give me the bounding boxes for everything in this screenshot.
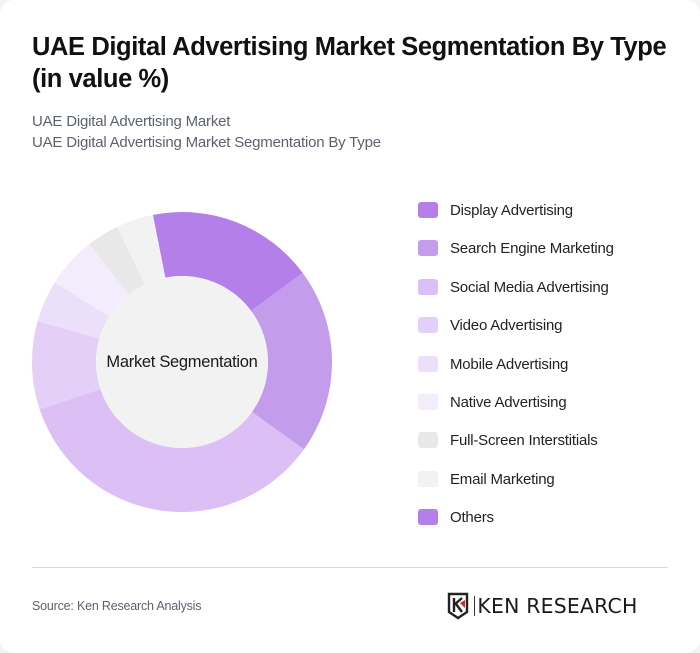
- legend-label: Mobile Advertising: [450, 355, 569, 373]
- legend-item[interactable]: Display Advertising: [418, 199, 573, 221]
- legend-label: Email Marketing: [450, 470, 555, 488]
- legend-item[interactable]: Native Advertising: [418, 391, 567, 413]
- ken-research-emblem-icon: [447, 592, 469, 620]
- legend-label: Search Engine Marketing: [450, 239, 614, 257]
- page-title: UAE Digital Advertising Market Segmentat…: [32, 33, 667, 93]
- legend-label: Video Advertising: [450, 316, 563, 334]
- donut-segment[interactable]: [117, 214, 166, 285]
- donut-segment[interactable]: [152, 212, 303, 311]
- logo-separator: [474, 596, 475, 616]
- legend-swatch: [418, 317, 438, 333]
- donut-chart: Market Segmentation: [32, 212, 332, 512]
- legend-swatch: [418, 394, 438, 410]
- ken-research-logo: KEN RESEARCH: [447, 592, 638, 620]
- subtitle-segmentation: UAE Digital Advertising Market Segmentat…: [32, 134, 381, 151]
- legend-item[interactable]: Full-Screen Interstitials: [418, 429, 598, 451]
- source-note: Source: Ken Research Analysis: [32, 599, 202, 613]
- legend-swatch: [418, 509, 438, 525]
- legend-label: Full-Screen Interstitials: [450, 431, 598, 449]
- legend-label: Others: [450, 508, 494, 526]
- legend-item[interactable]: Email Marketing: [418, 468, 555, 490]
- footer-divider: [32, 567, 668, 568]
- legend-swatch: [418, 279, 438, 295]
- legend-swatch: [418, 240, 438, 256]
- legend-item[interactable]: Others: [418, 506, 494, 528]
- donut-segment[interactable]: [32, 321, 101, 410]
- legend-label: Display Advertising: [450, 201, 573, 219]
- legend-item[interactable]: Video Advertising: [418, 314, 562, 336]
- donut-center-label: Market Segmentation: [106, 352, 258, 371]
- legend-swatch: [418, 202, 438, 218]
- donut-center: [96, 276, 268, 448]
- legend-swatch: [418, 356, 438, 372]
- donut-segment[interactable]: [37, 282, 110, 339]
- donut-segment[interactable]: [54, 244, 129, 317]
- donut-svg: [32, 212, 332, 512]
- legend-item[interactable]: Social Media Advertising: [418, 276, 609, 298]
- subtitle-market: UAE Digital Advertising Market: [32, 113, 231, 130]
- legend-swatch: [418, 432, 438, 448]
- logo-text: KEN RESEARCH: [477, 594, 638, 618]
- legend-item[interactable]: Mobile Advertising: [418, 353, 568, 375]
- legend-swatch: [418, 471, 438, 487]
- legend-label: Social Media Advertising: [450, 278, 609, 296]
- legend-label: Native Advertising: [450, 393, 567, 411]
- donut-segment[interactable]: [89, 226, 145, 295]
- legend-item[interactable]: Search Engine Marketing: [418, 237, 614, 259]
- donut-segment[interactable]: [39, 389, 304, 512]
- donut-segment[interactable]: [251, 272, 332, 450]
